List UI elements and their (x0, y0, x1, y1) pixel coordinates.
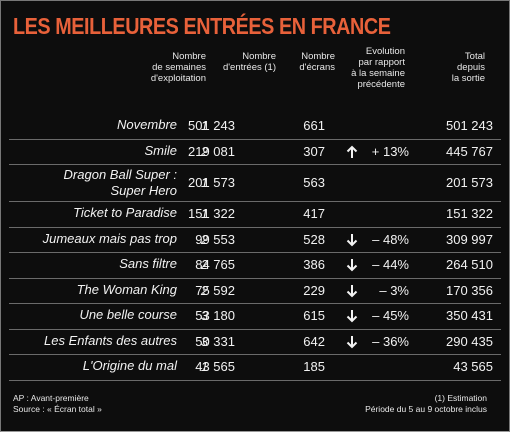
total-entries: 309 997 (446, 231, 493, 247)
film-title: L'Origine du mal (82, 358, 177, 373)
total-entries: 43 565 (453, 359, 493, 374)
arrow-down-icon (346, 335, 358, 348)
weeks-count: 2 (200, 257, 209, 272)
entries-count: 501 243 (188, 118, 235, 133)
weeks-count: 2 (200, 282, 209, 298)
film-title: Ticket to Paradise (73, 205, 177, 220)
total-entries: 170 356 (446, 282, 493, 298)
footer-notes-right: (1) Estimation Période du 5 au 9 octobre… (365, 393, 487, 415)
evolution-value: – 44% (372, 257, 409, 272)
footer-ap: AP : Avant-première (13, 393, 89, 403)
screens-count: 307 (303, 143, 325, 159)
entries-count: 99 553 (195, 231, 235, 247)
table-row: Novembre 1 501 243 661 501 243 (9, 113, 501, 140)
weeks-count: 1 (200, 175, 209, 190)
film-title: Sans filtre (119, 256, 177, 271)
header-weeks: Nombre de semaines d'exploitation (150, 51, 206, 84)
screens-count: 642 (303, 333, 325, 349)
arrow-down-icon (346, 259, 358, 272)
weeks-count: 1 (200, 206, 209, 221)
table-row: Sans filtre 2 84 765 386 – 44% 264 510 (9, 252, 501, 279)
table-row: Les Enfants des autres 3 50 331 642 – 36% 290… (9, 329, 501, 355)
arrow-down-icon (346, 310, 358, 323)
weeks-count: 2 (200, 231, 209, 247)
screens-count: 386 (303, 257, 325, 272)
header-evolution: Evolution par rapport à la semaine précé… (351, 46, 405, 90)
entries-count: 219 081 (188, 143, 235, 159)
evolution-value: – 36% (372, 333, 409, 349)
entries-count: 201 573 (188, 175, 235, 190)
footer-estimation: (1) Estimation (434, 393, 487, 403)
evolution-value: – 45% (372, 308, 409, 323)
total-entries: 151 322 (446, 206, 493, 221)
entries-count: 50 331 (195, 333, 235, 349)
footer-notes-left: AP : Avant-première Source : « Écran tot… (13, 393, 102, 415)
table-row: Dragon Ball Super : Super Hero 1 201 573 56… (9, 164, 501, 202)
total-entries: 501 243 (446, 118, 493, 133)
footer-period: Période du 5 au 9 octobre inclus (365, 404, 487, 414)
weeks-count: 2 (200, 143, 209, 159)
film-title: Les Enfants des autres (44, 332, 177, 348)
entries-count: 75 592 (195, 282, 235, 298)
page-title: LES MEILLEURES ENTRÉES EN FRANCE (13, 13, 391, 39)
weeks-count: 1 (200, 359, 209, 374)
screens-count: 417 (303, 206, 325, 221)
entries-count: 53 180 (195, 308, 235, 323)
arrow-up-icon (346, 145, 358, 158)
table-row: L'Origine du mal 1 43 565 185 43 565 (9, 354, 501, 381)
entries-count: 84 765 (195, 257, 235, 272)
header-entries: Nombre d'entrées (1) (222, 51, 276, 73)
table-row: Jumeaux mais pas trop 2 99 553 528 – 48% 309 … (9, 227, 501, 253)
table-row: The Woman King 2 75 592 229 – 3% 170 356 (9, 278, 501, 304)
entries-count: 151 322 (188, 206, 235, 221)
evolution-value: – 48% (372, 231, 409, 247)
header-total: Total depuis la sortie (451, 51, 485, 84)
film-title: Dragon Ball Super : Super Hero (63, 167, 177, 198)
film-title: Jumeaux mais pas trop (42, 230, 177, 246)
evolution-value: – 3% (379, 282, 409, 298)
film-title: Novembre (117, 117, 177, 132)
weeks-count: 3 (200, 333, 209, 349)
film-title: The Woman King (76, 281, 177, 297)
screens-count: 615 (303, 308, 325, 323)
screens-count: 229 (303, 282, 325, 298)
screens-count: 528 (303, 231, 325, 247)
total-entries: 264 510 (446, 257, 493, 272)
screens-count: 661 (303, 118, 325, 133)
total-entries: 445 767 (446, 143, 493, 159)
arrow-down-icon (346, 233, 358, 246)
entries-count: 43 565 (195, 359, 235, 374)
weeks-count: 3 (200, 308, 209, 323)
total-entries: 290 435 (446, 333, 493, 349)
table-row: Ticket to Paradise 1 151 322 417 151 322 (9, 201, 501, 228)
evolution-value: + 13% (371, 143, 409, 159)
arrow-down-icon (346, 284, 358, 297)
header-screens: Nombre d'écrans (299, 51, 335, 73)
footer-source: Source : « Écran total » (13, 404, 102, 414)
table-row: Une belle course 3 53 180 615 – 45% 350 431 (9, 303, 501, 330)
screens-count: 563 (303, 175, 325, 190)
film-title: Une belle course (79, 307, 177, 322)
total-entries: 201 573 (446, 175, 493, 190)
weeks-count: 1 (200, 118, 209, 133)
screens-count: 185 (303, 359, 325, 374)
film-title: Smile (144, 142, 177, 158)
total-entries: 350 431 (446, 308, 493, 323)
table-row: Smile 2 219 081 307 + 13% 445 767 (9, 139, 501, 165)
